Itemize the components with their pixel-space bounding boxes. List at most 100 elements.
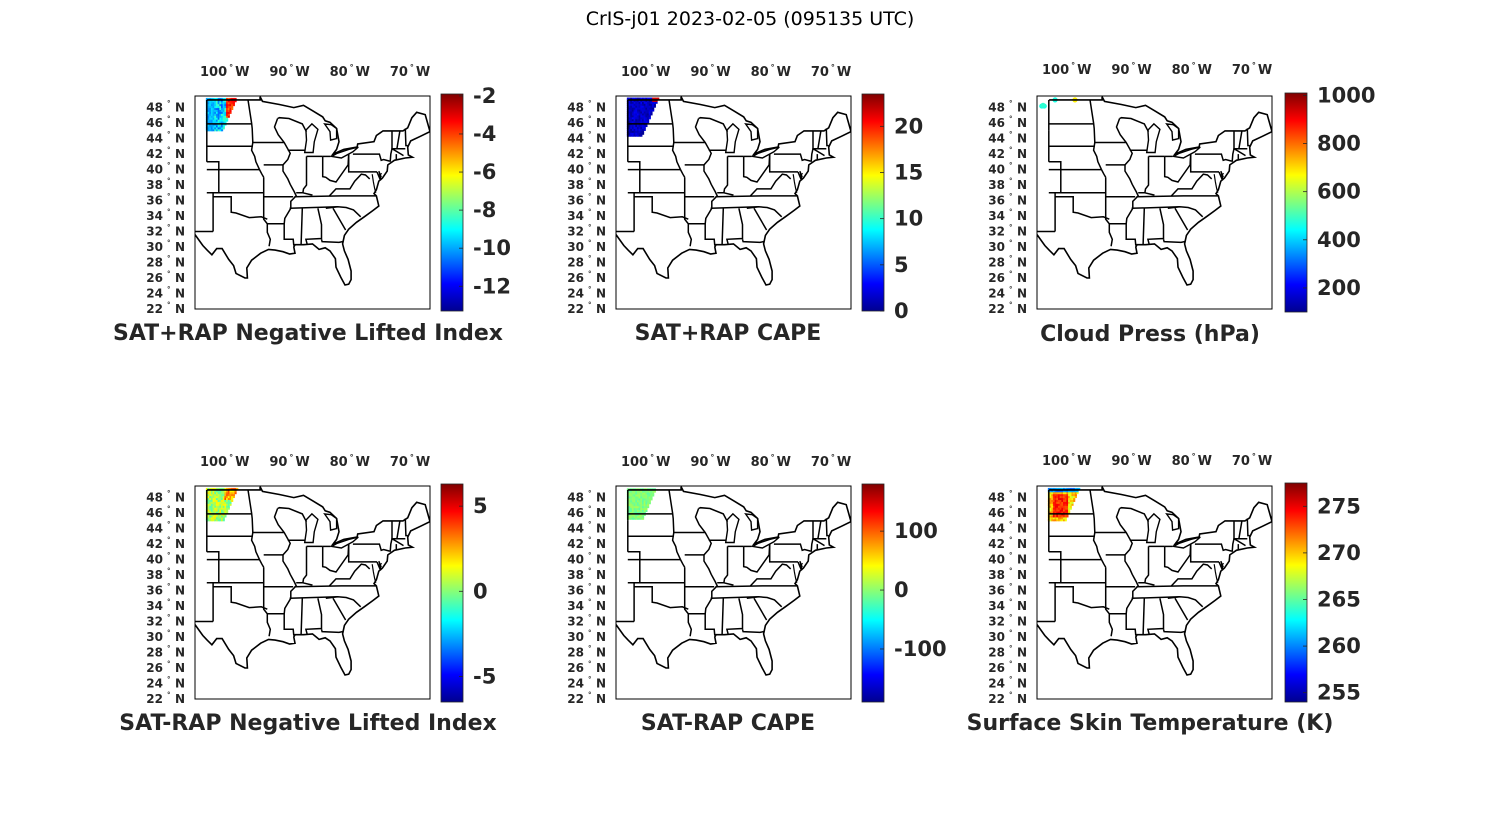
lat-tick-label: 28 [567,256,584,270]
degree-mark: ° [588,691,592,699]
swath-cell [642,490,645,493]
swath-cell [226,489,229,493]
swath-cell [222,103,225,107]
swath-cell [231,103,234,107]
swath-cell [652,97,655,100]
swath-cell [633,492,636,495]
swath-cell [222,489,225,493]
swath-cell [210,499,214,502]
state-boundary [825,518,829,537]
map-frame [615,485,852,700]
swath-cell [215,516,219,520]
swath-cell [633,515,636,518]
lat-suffix: N [1017,661,1027,675]
swath-cell [638,134,641,137]
degree-mark: ° [588,239,592,247]
swath-cell [1068,491,1071,495]
swath-cell [234,99,237,103]
lat-tick-label: 26 [146,661,163,675]
swath-cell [626,488,629,491]
lon-suffix: W [716,65,730,80]
swath-cell [635,130,638,133]
swath-cell [226,101,229,105]
lat-tick-label: 40 [567,553,584,567]
lat-suffix: N [175,302,185,316]
swath-cell [648,116,651,120]
degree-mark: ° [1009,286,1013,294]
colorbar-tick-label: 20 [894,114,923,138]
lon-suffix: W [837,65,851,80]
swath-cell [1061,516,1064,520]
state-boundary [304,598,323,635]
state-boundary [741,239,764,244]
state-boundary [1109,223,1137,246]
colorbar-tick-label: 1000 [1317,83,1375,107]
colorbar-tick-label: 270 [1317,541,1361,565]
swath-cell [1049,516,1052,520]
degree-mark: ° [167,567,171,575]
swath-cell [209,111,212,114]
state-boundary [1124,554,1140,614]
swath-cell [643,503,646,507]
swath-cell [1071,489,1074,493]
swath-cell [1063,493,1066,497]
lat-tick-label: 32 [567,615,584,629]
degree-mark: ° [1009,660,1013,668]
swath-cell [226,501,229,504]
lat-tick-label: 46 [988,116,1005,130]
colorbar-tick-label: -5 [473,664,496,688]
swath-cell [217,493,220,497]
lat-tick-label: 22 [567,302,584,316]
lat-suffix: N [596,271,606,285]
lat-suffix: N [596,194,606,208]
swath-cell [628,113,631,116]
swath-cell [222,509,225,512]
swath-cell [1049,515,1052,518]
swath-cell [215,511,219,514]
swath-cell [638,116,641,120]
swath-cell [642,105,645,108]
swath-cell [217,516,220,520]
swath-cell [636,507,640,511]
swath-cell [638,128,641,131]
state-boundary [263,508,292,556]
state-boundary [825,128,829,147]
lat-suffix: N [596,522,606,536]
swath-cell [635,101,638,104]
lat-suffix: N [175,287,185,301]
swath-cell [630,132,633,135]
swath-cell [219,493,222,497]
swath-cell [224,117,227,120]
swath-cell [635,134,638,137]
swath-cell [630,130,633,133]
state-boundary [634,585,689,610]
swath-cell [642,124,645,128]
swath-cell [630,513,633,516]
swath-cell [628,511,631,514]
swath-cell [214,125,217,128]
swath-cell [215,99,219,103]
swath-cell [1069,493,1072,497]
swath-cell [628,130,631,133]
swath-cell [1056,493,1059,497]
swath-cell [628,114,631,118]
swath-cell [630,499,633,503]
degree-mark: ° [167,177,171,185]
lon-tick-label: 100 [200,455,227,470]
swath-cell [633,116,636,120]
swath-cell [1061,491,1064,495]
swath-cell [207,497,210,501]
swath-cell [214,501,217,504]
degree-mark: ° [1131,452,1135,461]
swath-cell [210,101,214,105]
swath-cell [226,493,229,497]
lake-outline [724,122,740,154]
swath-cell [1066,515,1069,518]
swath-cell [1057,495,1061,499]
swath-cell [647,498,650,501]
swath-cell [214,119,217,122]
swath-cell [628,116,631,120]
swath-cell [224,497,227,501]
swath-cell [1052,499,1056,502]
swath-cell [1057,493,1061,497]
